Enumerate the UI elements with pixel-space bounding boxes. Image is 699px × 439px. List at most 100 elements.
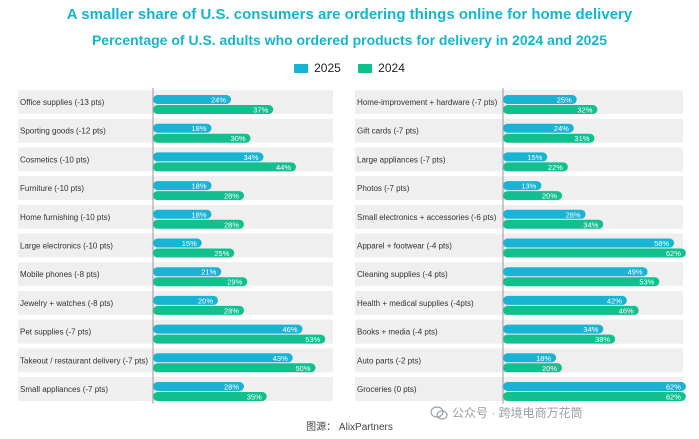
bar-2024 bbox=[503, 248, 686, 258]
category-label: Sporting goods (-12 pts) bbox=[20, 127, 106, 136]
bar-2024 bbox=[503, 277, 660, 287]
bar-2025 bbox=[153, 152, 264, 162]
data-label-2025: 18% bbox=[536, 354, 551, 363]
data-label-2024: 28% bbox=[224, 220, 239, 229]
bar-2024 bbox=[503, 363, 562, 373]
data-label-2024: 44% bbox=[276, 163, 291, 172]
data-label-2024: 50% bbox=[295, 364, 310, 373]
data-label-2025: 24% bbox=[554, 124, 569, 133]
wechat-icon bbox=[430, 405, 448, 420]
bar-2024 bbox=[503, 334, 616, 344]
bar-2024 bbox=[153, 105, 274, 114]
category-label: Pet supplies (-7 pts) bbox=[20, 328, 91, 337]
data-label-2024: 28% bbox=[224, 306, 239, 315]
bar-2025 bbox=[153, 209, 212, 219]
bar-2025 bbox=[503, 181, 542, 191]
data-label-2025: 15% bbox=[527, 153, 542, 162]
data-label-2025: 28% bbox=[224, 383, 239, 392]
data-label-2025: 34% bbox=[243, 153, 258, 162]
data-label-2025: 49% bbox=[628, 268, 643, 277]
bar-2025 bbox=[153, 267, 222, 277]
category-label: Small appliances (-7 pts) bbox=[20, 385, 108, 394]
legend-swatch-2025 bbox=[294, 63, 309, 73]
category-label: Cleaning supplies (-4 pts) bbox=[357, 270, 448, 279]
data-label-2024: 31% bbox=[574, 134, 589, 143]
bar-2025 bbox=[503, 267, 648, 277]
bar-2024 bbox=[503, 133, 595, 143]
data-label-2025: 25% bbox=[557, 96, 572, 105]
category-label: Health + medical supplies (-4pts) bbox=[357, 299, 474, 308]
bar-2024 bbox=[153, 392, 267, 401]
bar-2025 bbox=[153, 324, 303, 334]
legend-label-2024: 2024 bbox=[378, 61, 405, 75]
category-label: Auto parts (-2 pts) bbox=[357, 356, 421, 365]
data-label-2024: 38% bbox=[595, 335, 610, 344]
data-label-2024: 46% bbox=[619, 306, 634, 315]
category-label: Groceries (0 pts) bbox=[357, 385, 417, 394]
data-label-2025: 24% bbox=[211, 96, 226, 105]
bar-2024 bbox=[503, 191, 562, 201]
watermark: 公众号 · 跨境电商万花筒 bbox=[430, 404, 583, 421]
data-label-2024: 34% bbox=[583, 220, 598, 229]
bar-2024 bbox=[503, 162, 568, 172]
legend-item-2025: 2025 bbox=[294, 61, 341, 75]
data-label-2025: 42% bbox=[607, 296, 622, 305]
category-label: Large electronics (-10 pts) bbox=[20, 242, 113, 251]
bar-2024 bbox=[153, 277, 248, 287]
chart-subtitle: Percentage of U.S. adults who ordered pr… bbox=[91, 32, 608, 48]
bar-2024 bbox=[153, 191, 244, 201]
bar-2025 bbox=[503, 95, 577, 104]
data-label-2025: 18% bbox=[191, 124, 206, 133]
bar-2024 bbox=[153, 162, 296, 172]
data-label-2024: 32% bbox=[577, 106, 592, 115]
legend-item-2024: 2024 bbox=[358, 61, 405, 75]
data-label-2024: 25% bbox=[214, 249, 229, 258]
data-label-2024: 29% bbox=[227, 278, 242, 287]
bar-2025 bbox=[153, 238, 202, 248]
bar-2024 bbox=[153, 248, 235, 258]
category-label: Small electronics + accessories (-6 pts) bbox=[357, 213, 497, 222]
watermark-text: 公众号 · 跨境电商万花筒 bbox=[452, 406, 583, 420]
category-label: Home-improvement + hardware (-7 pts) bbox=[357, 98, 498, 107]
bar-2024 bbox=[503, 305, 639, 315]
bar-2024 bbox=[503, 105, 598, 114]
category-label: Takeout / restaurant delivery (-7 pts) bbox=[20, 356, 148, 365]
bar-2025 bbox=[503, 353, 557, 363]
data-label-2024: 20% bbox=[542, 192, 557, 201]
bar-2025 bbox=[503, 209, 586, 219]
bar-2025 bbox=[153, 95, 231, 104]
bar-2024 bbox=[153, 219, 244, 229]
data-label-2024: 30% bbox=[230, 134, 245, 143]
category-label: Cosmetics (-10 pts) bbox=[20, 155, 90, 164]
bar-2024 bbox=[153, 305, 244, 315]
category-label: Books + media (-4 pts) bbox=[357, 328, 438, 337]
data-label-2025: 34% bbox=[583, 325, 598, 334]
data-label-2025: 20% bbox=[198, 296, 213, 305]
data-label-2024: 53% bbox=[305, 335, 320, 344]
category-label: Mobile phones (-8 pts) bbox=[20, 270, 100, 279]
data-label-2024: 28% bbox=[224, 192, 239, 201]
data-label-2024: 20% bbox=[542, 364, 557, 373]
category-label: Jewelry + watches (-8 pts) bbox=[20, 299, 113, 308]
bar-2025 bbox=[503, 324, 604, 334]
data-label-2024: 35% bbox=[247, 393, 262, 402]
data-label-2024: 62% bbox=[666, 393, 681, 402]
data-label-2025: 18% bbox=[191, 210, 206, 219]
bar-2024 bbox=[153, 334, 326, 344]
bar-2024 bbox=[503, 219, 604, 229]
data-label-2025: 18% bbox=[191, 182, 206, 191]
data-label-2025: 28% bbox=[566, 210, 581, 219]
bar-2025 bbox=[503, 295, 627, 305]
data-label-2025: 46% bbox=[282, 325, 297, 334]
data-label-2024: 22% bbox=[548, 163, 563, 172]
chart-title: A smaller share of U.S. consumers are or… bbox=[66, 6, 633, 23]
legend-swatch-2024 bbox=[358, 63, 373, 73]
data-label-2024: 62% bbox=[666, 249, 681, 258]
data-label-2025: 62% bbox=[666, 383, 681, 392]
bar-2025 bbox=[153, 123, 212, 133]
data-label-2025: 15% bbox=[182, 239, 197, 248]
data-label-2025: 43% bbox=[273, 354, 288, 363]
category-label: Large appliances (-7 pts) bbox=[357, 155, 446, 164]
bar-2024 bbox=[153, 363, 316, 373]
